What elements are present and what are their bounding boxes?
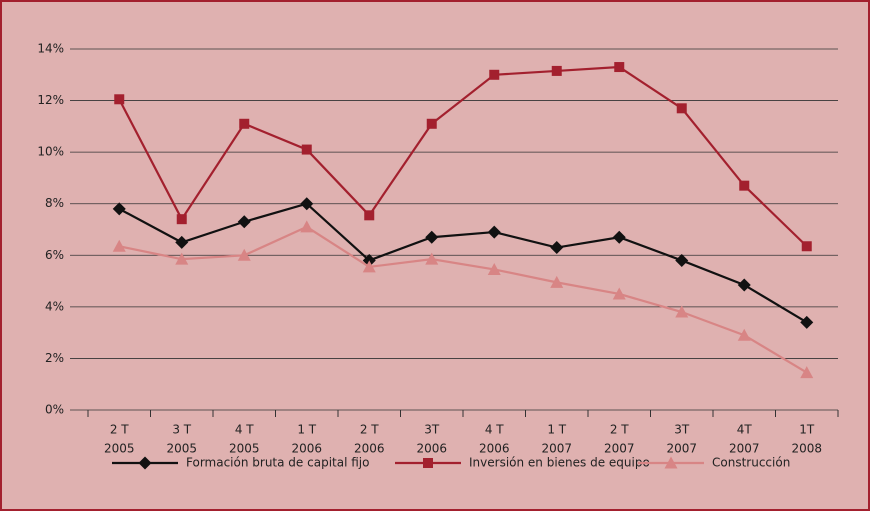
data-point [112,239,126,252]
x-tick-label: 3 T [172,423,191,437]
data-point [301,144,312,155]
x-tick-label: 2 T [360,423,379,437]
data-point [551,65,562,76]
y-tick-label: 2% [45,351,64,365]
legend-label: Inversión en bienes de equipo [469,456,650,470]
data-point [175,252,189,265]
x-tick-label: 3T [424,423,440,437]
data-point [801,241,812,252]
data-point [550,275,564,288]
x-tick-label: 2006 [354,442,385,456]
legend-marker [423,458,433,468]
x-tick-label: 1T [799,423,815,437]
data-point [487,262,501,275]
x-tick-label: 2005 [104,442,135,456]
data-point [237,215,251,229]
data-point [489,69,500,80]
data-point [612,287,626,300]
data-point [550,241,564,255]
y-tick-label: 8% [45,196,64,210]
data-point [739,180,750,191]
data-point [612,230,626,244]
x-tick-label: 2007 [541,442,572,456]
data-point [239,118,250,129]
data-point [237,248,251,261]
x-tick-label: 2 T [610,423,629,437]
x-tick-label: 2 T [110,423,129,437]
data-point [425,230,439,244]
x-tick-label: 1 T [297,423,316,437]
x-tick-label: 2007 [666,442,697,456]
x-tick-label: 2007 [729,442,760,456]
data-point [425,252,439,265]
y-tick-label: 10% [37,145,64,159]
legend-label: Formación bruta de capital fijo [186,456,369,470]
y-tick-label: 14% [37,42,64,56]
x-tick-label: 3T [674,423,690,437]
data-point [362,260,376,273]
y-tick-label: 0% [45,403,64,417]
data-point [800,315,814,329]
data-point [676,103,687,114]
x-tick-label: 4 T [235,423,254,437]
data-point [300,220,314,233]
x-tick-label: 2006 [479,442,510,456]
data-point [800,366,814,379]
x-tick-label: 2008 [791,442,822,456]
data-point [114,94,125,105]
data-point [300,197,314,211]
x-tick-label: 1 T [547,423,566,437]
data-point [112,202,126,216]
data-point [675,305,689,318]
y-tick-label: 12% [37,93,64,107]
legend-marker [138,456,152,470]
data-point [675,253,689,267]
data-point [614,62,625,73]
x-tick-label: 2006 [291,442,322,456]
x-tick-label: 2005 [229,442,260,456]
data-point [176,214,187,225]
data-point [364,210,375,221]
y-tick-label: 4% [45,299,64,313]
x-tick-label: 2006 [416,442,447,456]
data-point [737,328,751,341]
data-point [737,278,751,292]
x-tick-label: 2007 [604,442,635,456]
data-point [426,118,437,129]
x-tick-label: 4T [737,423,753,437]
x-tick-label: 2005 [166,442,197,456]
series-line [119,225,808,374]
series-line [118,202,808,324]
x-tick-label: 4 T [485,423,504,437]
y-tick-label: 6% [45,248,64,262]
legend-label: Construcción [712,456,790,470]
data-point [487,225,501,239]
legend-marker [664,456,678,469]
series-line [118,65,808,248]
data-point [175,235,189,249]
